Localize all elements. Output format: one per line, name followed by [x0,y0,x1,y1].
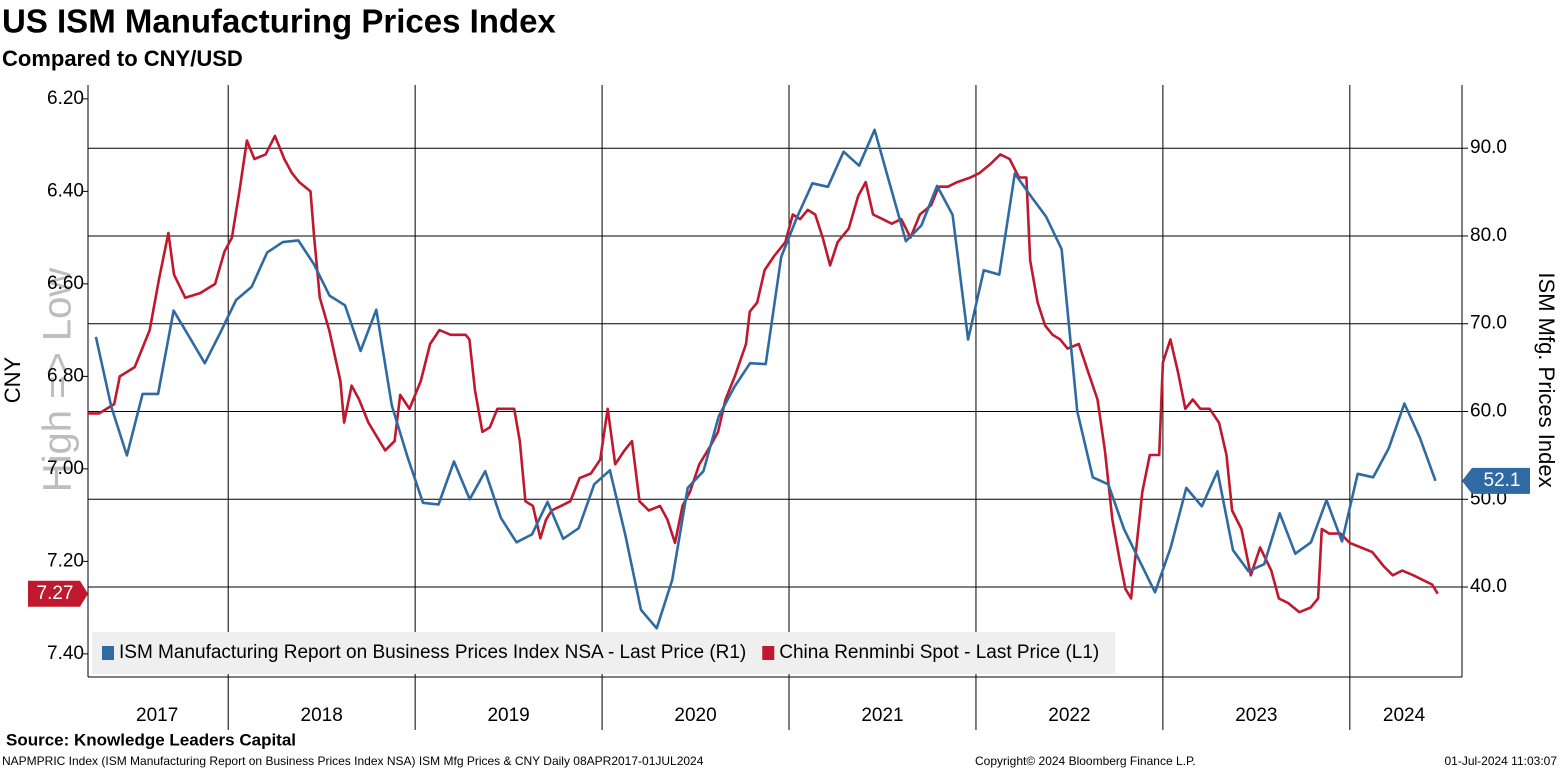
last-value-tag: 52.1 [1462,467,1530,494]
data-line [94,128,1437,630]
last-value-label: 7.27 [37,583,74,604]
x-tick-label: 2018 [301,705,343,726]
y-tick-label: 6.80 [47,365,84,386]
last-value-tag-box [1462,467,1530,494]
x-tick-label: 2017 [136,705,178,726]
x-tick-label: 2024 [1383,705,1426,726]
footnote: NAPMPRIC Index (ISM Manufacturing Report… [2,754,704,768]
y2-tick-label: 90.0 [1470,137,1507,158]
y2-tick-label: 40.0 [1470,576,1507,597]
data-line [88,134,1439,614]
source: Source: Knowledge Leaders Capital [6,730,296,749]
legend-box [92,632,1116,674]
x-tick-label: 2020 [674,705,716,726]
x-tick-label: 2021 [861,705,903,726]
y2-tick-label: 60.0 [1470,401,1507,422]
y-tick-label: 7.00 [47,458,84,479]
y2-tick-label: 70.0 [1470,313,1507,334]
x-tick-label: 2023 [1235,705,1277,726]
y-axis-label: CNY [0,356,25,403]
y-tick-label: 6.40 [47,180,84,201]
y-tick-label: 7.20 [47,550,84,571]
legend: ISM Manufacturing Report on Business Pri… [92,632,1116,674]
chart-subtitle: Compared to CNY/USD [2,46,243,71]
y-tick-label: 7.40 [47,643,84,664]
x-tick-label: 2022 [1048,705,1090,726]
legend-label: ISM Manufacturing Report on Business Pri… [119,642,746,663]
y2-tick-label: 80.0 [1470,225,1507,246]
legend-swatch [102,646,114,660]
copyright: Copyright© 2024 Bloomberg Finance L.P. [975,754,1196,768]
x-tick-label: 2019 [487,705,529,726]
y2-axis-label: ISM Mfg. Prices Index [1534,272,1559,487]
chart-title: US ISM Manufacturing Prices Index [2,3,556,40]
last-value-label: 52.1 [1484,470,1521,491]
last-value-tag: 7.27 [28,580,88,607]
legend-swatch [762,646,775,660]
timestamp: 01-Jul-2024 11:03:07 [1444,754,1557,768]
y-tick-label: 6.60 [47,273,84,294]
y-tick-label: 6.20 [47,88,84,109]
watermark: High => Low [36,268,80,493]
legend-label: China Renminbi Spot - Last Price (L1) [779,642,1099,663]
last-value-tag-box [28,580,88,607]
